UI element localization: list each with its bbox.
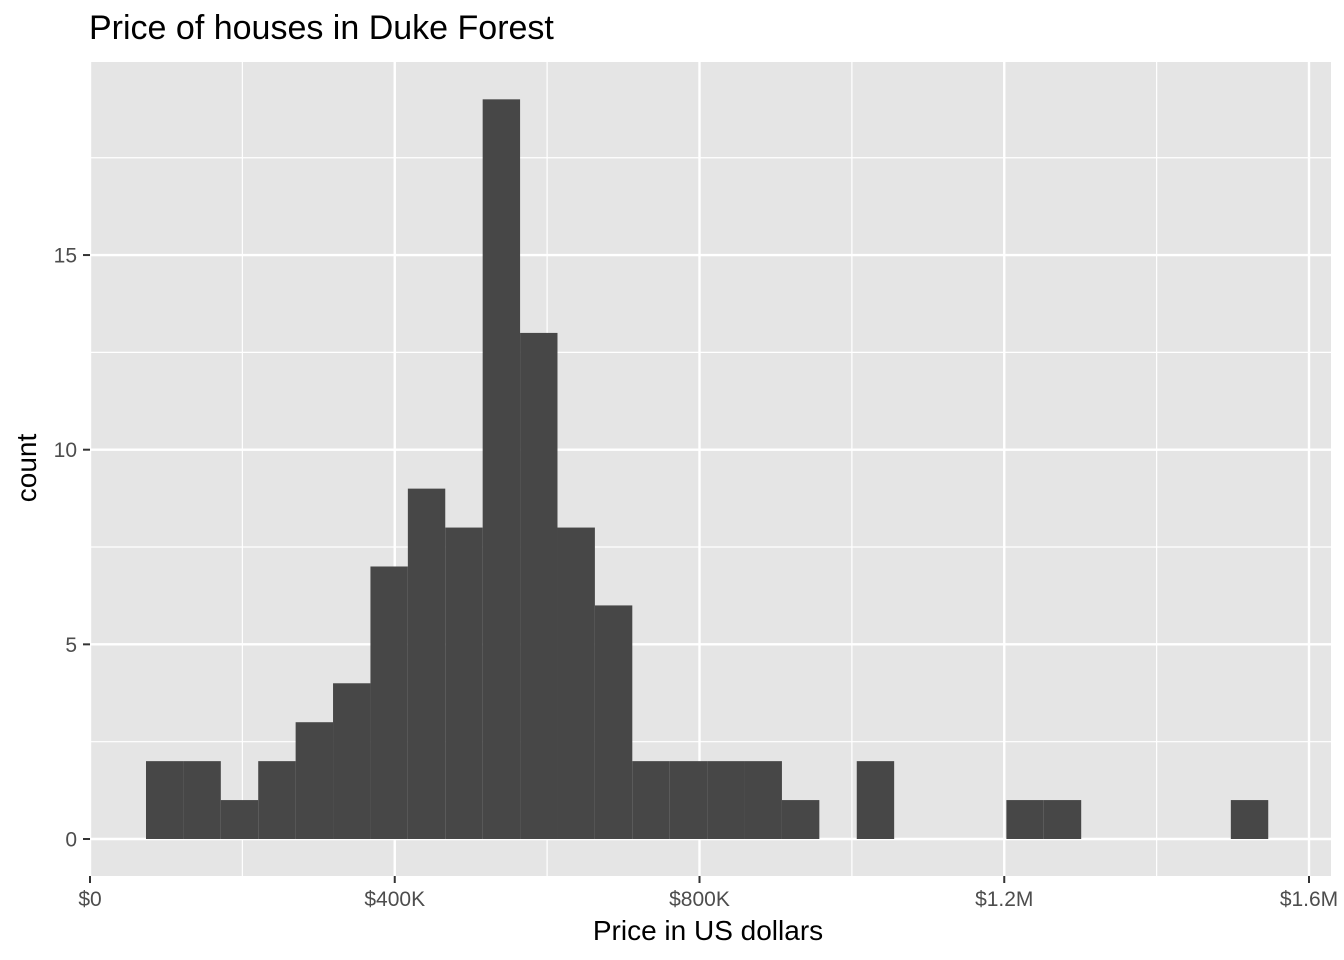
histogram-bar bbox=[445, 527, 483, 839]
histogram-bar bbox=[183, 761, 221, 839]
y-tick-label: 5 bbox=[65, 634, 77, 657]
histogram-bar bbox=[220, 800, 259, 839]
histogram-bar bbox=[482, 99, 521, 839]
histogram-bars bbox=[145, 99, 1269, 839]
histogram-bar bbox=[781, 800, 820, 839]
histogram-bar bbox=[407, 488, 446, 839]
histogram-bar bbox=[258, 761, 296, 839]
x-axis-title: Price in US dollars bbox=[593, 915, 823, 946]
x-tick-label: $400K bbox=[364, 888, 425, 911]
y-tick-label: 15 bbox=[54, 245, 77, 268]
x-tick-label: $0 bbox=[78, 888, 101, 911]
histogram-bar bbox=[295, 722, 334, 839]
histogram-bar bbox=[669, 761, 708, 839]
x-tick-label: $1.2M bbox=[975, 888, 1033, 911]
histogram-bar bbox=[1043, 800, 1082, 839]
histogram-bar bbox=[1230, 800, 1269, 839]
histogram-bar bbox=[856, 761, 895, 839]
y-tick-label: 10 bbox=[54, 439, 77, 462]
y-axis-title: count bbox=[11, 434, 42, 503]
histogram-bar bbox=[707, 761, 745, 839]
plot-panel bbox=[90, 62, 1331, 876]
chart-title: Price of houses in Duke Forest bbox=[89, 9, 554, 47]
histogram-bar bbox=[370, 566, 408, 839]
histogram-bar bbox=[333, 683, 371, 839]
histogram-bar bbox=[632, 761, 670, 839]
x-tick-label: $1.6M bbox=[1280, 888, 1338, 911]
histogram-bar bbox=[744, 761, 782, 839]
histogram-bar bbox=[1006, 800, 1044, 839]
histogram-bar bbox=[557, 527, 595, 839]
x-tick-label: $800K bbox=[669, 888, 730, 911]
x-axis: $0 $400K $800K $1.2M $1.6M bbox=[78, 876, 1338, 911]
histogram-bar bbox=[520, 332, 558, 839]
histogram-bar bbox=[145, 761, 184, 839]
y-tick-label: 0 bbox=[65, 829, 77, 852]
y-axis: 0 5 10 15 bbox=[54, 245, 90, 852]
histogram-bar bbox=[594, 605, 633, 839]
